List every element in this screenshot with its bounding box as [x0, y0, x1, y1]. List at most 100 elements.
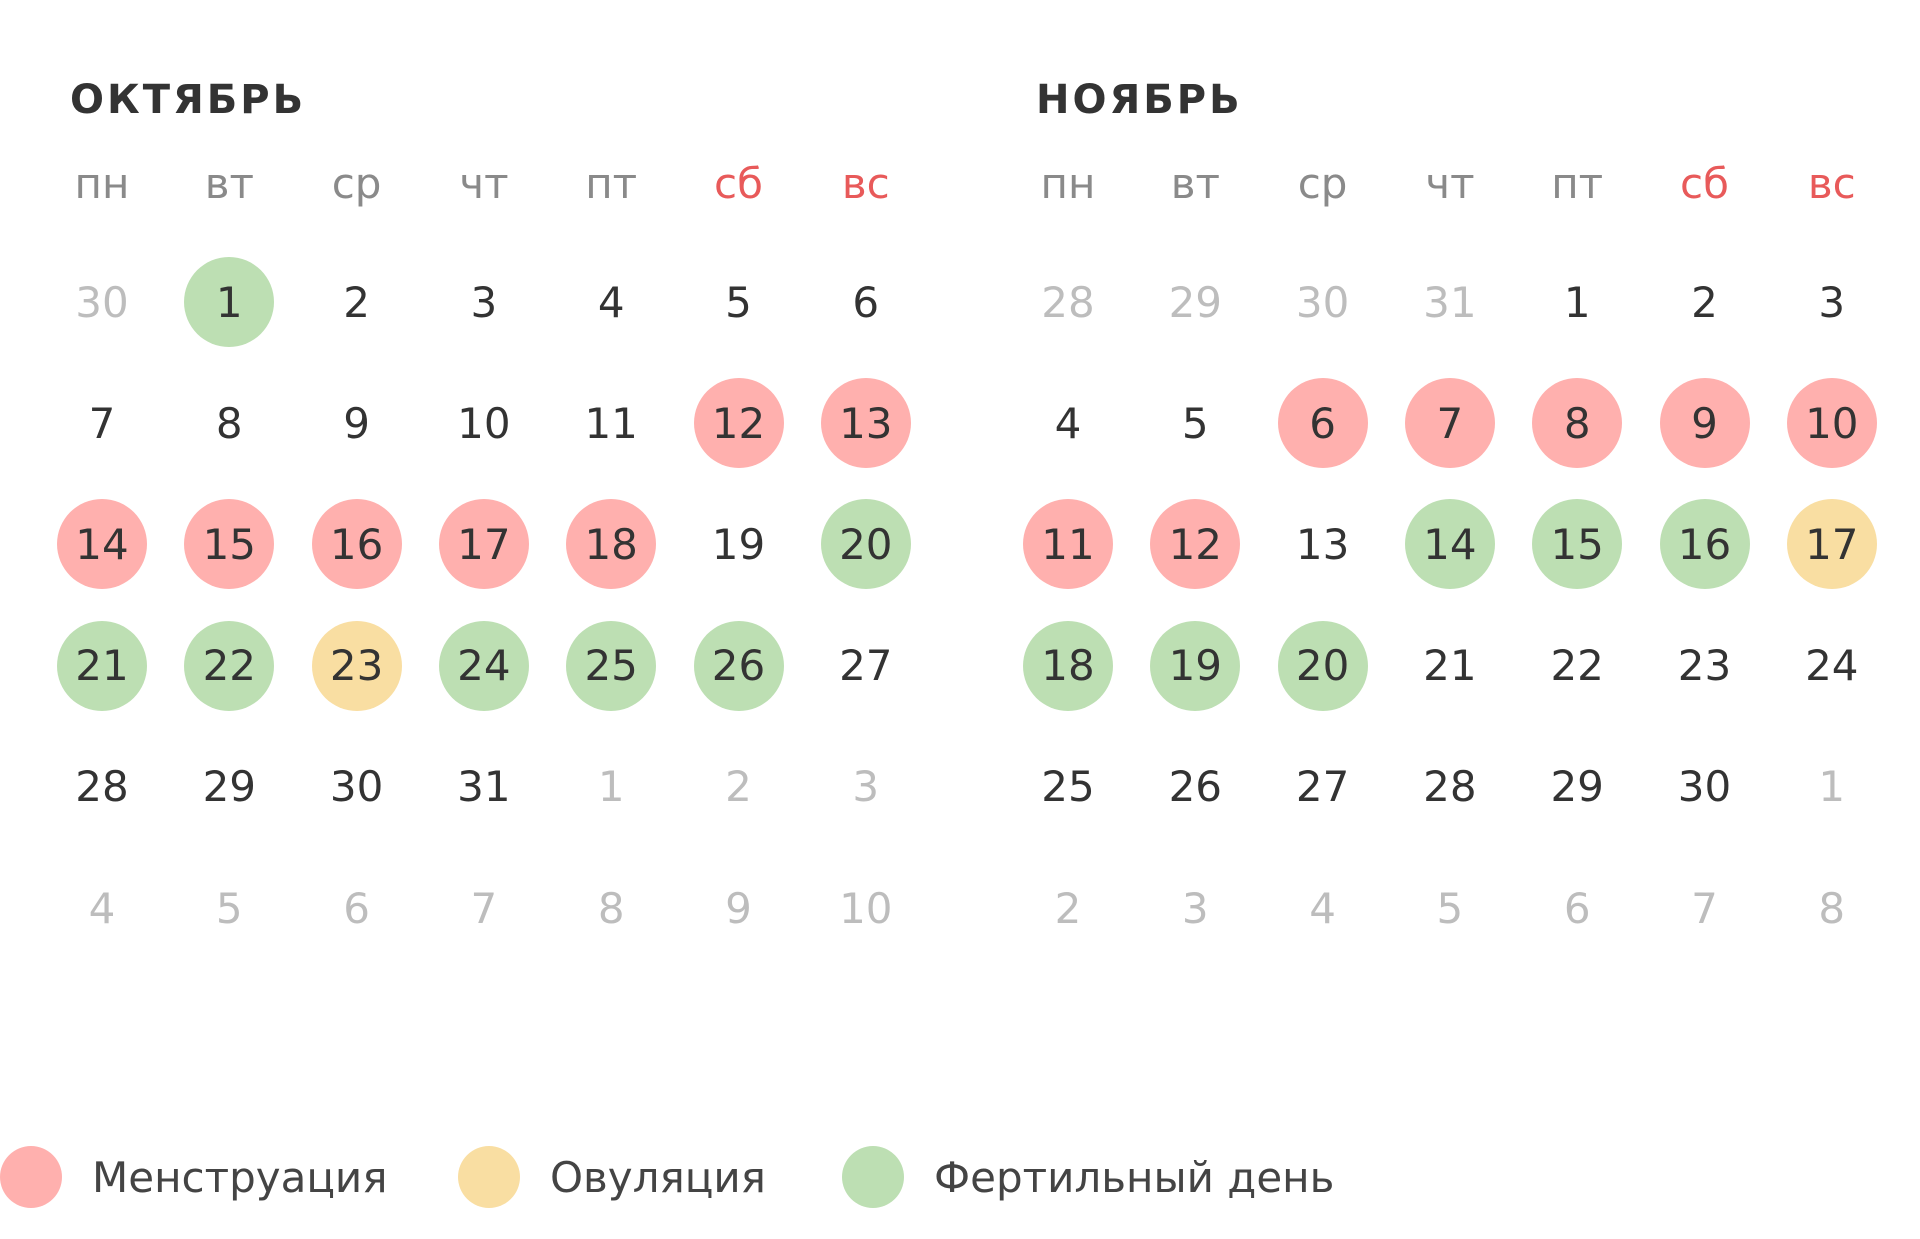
day-cell-fertile[interactable]: 25: [566, 620, 657, 711]
day-cell-outside[interactable]: 30: [75, 277, 129, 327]
day-cell-menstruation[interactable]: 13: [820, 378, 911, 469]
day-cell-menstruation[interactable]: 10: [1786, 378, 1877, 469]
day-cell-fertile[interactable]: 19: [1150, 620, 1241, 711]
day-cell[interactable]: 7: [88, 398, 116, 448]
day-cell[interactable]: 22: [1550, 641, 1604, 691]
day-cell-outside[interactable]: 4: [1309, 883, 1336, 933]
day-cell[interactable]: 21: [1423, 641, 1477, 691]
day-cell[interactable]: 30: [329, 762, 384, 812]
weekday-label: пт: [585, 159, 638, 208]
day-cell[interactable]: 3: [470, 277, 498, 327]
day-cell[interactable]: 29: [202, 762, 257, 812]
day-cell[interactable]: 27: [839, 641, 893, 691]
legend-item-fertile: Фертильный день: [842, 1145, 1334, 1209]
day-cell-fertile[interactable]: 15: [1532, 499, 1623, 590]
weekday-label: сб: [1680, 159, 1729, 208]
day-cell[interactable]: 8: [215, 398, 243, 448]
weekday-label: вс: [841, 159, 890, 208]
day-cell[interactable]: 5: [1181, 398, 1209, 448]
day-cell[interactable]: 19: [711, 519, 766, 569]
weekday-label: ср: [1297, 159, 1348, 208]
day-cell-outside[interactable]: 5: [1436, 883, 1464, 933]
month-title: НОЯБРЬ: [1036, 77, 1243, 123]
day-cell-menstruation[interactable]: 12: [693, 378, 784, 469]
day-cell[interactable]: 4: [1054, 398, 1082, 448]
day-cell-menstruation[interactable]: 7: [1404, 378, 1495, 469]
day-cell[interactable]: 2: [1691, 277, 1718, 327]
day-cell-outside[interactable]: 1: [597, 762, 625, 812]
day-cell-menstruation[interactable]: 8: [1532, 378, 1623, 469]
day-cell[interactable]: 2: [343, 277, 370, 327]
day-cell-fertile[interactable]: 16: [1659, 499, 1750, 590]
day-cell-outside[interactable]: 7: [470, 883, 498, 933]
day-cell[interactable]: 24: [1805, 641, 1859, 691]
day-cell-fertile[interactable]: 20: [820, 499, 911, 590]
day-cell-outside[interactable]: 3: [1181, 883, 1209, 933]
day-cell-outside[interactable]: 31: [1423, 277, 1477, 327]
day-cell-menstruation[interactable]: 17: [438, 499, 529, 590]
day-cell-outside[interactable]: 2: [725, 762, 752, 812]
day-cell-outside[interactable]: 3: [852, 762, 880, 812]
month-title: ОКТЯБРЬ: [70, 77, 307, 123]
day-cell[interactable]: 6: [852, 277, 880, 327]
day-cell[interactable]: 5: [725, 277, 752, 327]
weekday-label: вт: [204, 159, 254, 208]
weekday-label: ср: [331, 159, 382, 208]
weekday-label: сб: [714, 159, 763, 208]
day-cell-outside[interactable]: 8: [1818, 883, 1846, 933]
day-cell-outside[interactable]: 4: [88, 883, 116, 933]
weekday-label: пн: [74, 159, 130, 208]
day-cell-outside[interactable]: 8: [597, 883, 625, 933]
day-cell-menstruation[interactable]: 11: [1023, 499, 1113, 590]
day-cell-fertile[interactable]: 26: [693, 620, 784, 711]
legend-item-menstruation: Менструация: [0, 1145, 388, 1209]
day-cell-menstruation[interactable]: 15: [184, 499, 275, 590]
day-cell-menstruation[interactable]: 6: [1277, 378, 1368, 469]
day-cell-fertile[interactable]: 20: [1277, 620, 1368, 711]
day-cell[interactable]: 1: [1563, 277, 1591, 327]
day-cell-outside[interactable]: 7: [1691, 883, 1718, 933]
day-cell-ovulation[interactable]: 23: [311, 620, 402, 711]
day-cell[interactable]: 25: [1041, 762, 1095, 812]
day-cell-outside[interactable]: 1: [1818, 762, 1846, 812]
weekday-label: пн: [1040, 159, 1096, 208]
day-cell-menstruation[interactable]: 16: [311, 499, 402, 590]
day-cell[interactable]: 27: [1295, 762, 1350, 812]
day-cell-outside[interactable]: 30: [1295, 277, 1350, 327]
day-cell[interactable]: 13: [1295, 519, 1350, 569]
day-cell-outside[interactable]: 5: [215, 883, 243, 933]
day-cell-fertile[interactable]: 24: [438, 620, 529, 711]
day-cell[interactable]: 30: [1677, 762, 1732, 812]
day-cell[interactable]: 26: [1168, 762, 1223, 812]
day-cell[interactable]: 29: [1550, 762, 1604, 812]
day-cell-fertile[interactable]: 14: [1404, 499, 1495, 590]
day-cell-menstruation[interactable]: 18: [566, 499, 657, 590]
day-cell-fertile[interactable]: 18: [1023, 620, 1113, 711]
day-cell-outside[interactable]: 10: [839, 883, 893, 933]
day-cell[interactable]: 10: [457, 398, 511, 448]
day-cell-outside[interactable]: 2: [1054, 883, 1082, 933]
day-cell-fertile[interactable]: 22: [184, 620, 275, 711]
day-cell-menstruation[interactable]: 14: [57, 499, 147, 590]
day-cell-fertile[interactable]: 1: [184, 257, 275, 347]
day-cell[interactable]: 31: [457, 762, 511, 812]
day-cell[interactable]: 3: [1818, 277, 1846, 327]
day-cell[interactable]: 11: [584, 398, 638, 448]
day-cell[interactable]: 23: [1677, 641, 1732, 691]
day-cell-ovulation[interactable]: 17: [1786, 499, 1877, 590]
day-cell-menstruation[interactable]: 12: [1150, 499, 1241, 590]
day-cell-outside[interactable]: 28: [1041, 277, 1095, 327]
legend-label: Менструация: [92, 1152, 388, 1202]
day-cell[interactable]: 9: [343, 398, 370, 448]
day-cell[interactable]: 28: [1423, 762, 1477, 812]
day-cell-outside[interactable]: 29: [1168, 277, 1223, 327]
day-cell-outside[interactable]: 6: [343, 883, 370, 933]
legend-label: Овуляция: [550, 1152, 766, 1202]
day-cell-menstruation[interactable]: 9: [1659, 378, 1750, 469]
day-cell-fertile[interactable]: 21: [57, 620, 147, 711]
day-cell[interactable]: 28: [75, 762, 129, 812]
day-cell[interactable]: 4: [597, 277, 625, 327]
legend-dot-menstruation: [0, 1146, 62, 1208]
day-cell-outside[interactable]: 6: [1563, 883, 1591, 933]
day-cell-outside[interactable]: 9: [725, 883, 752, 933]
